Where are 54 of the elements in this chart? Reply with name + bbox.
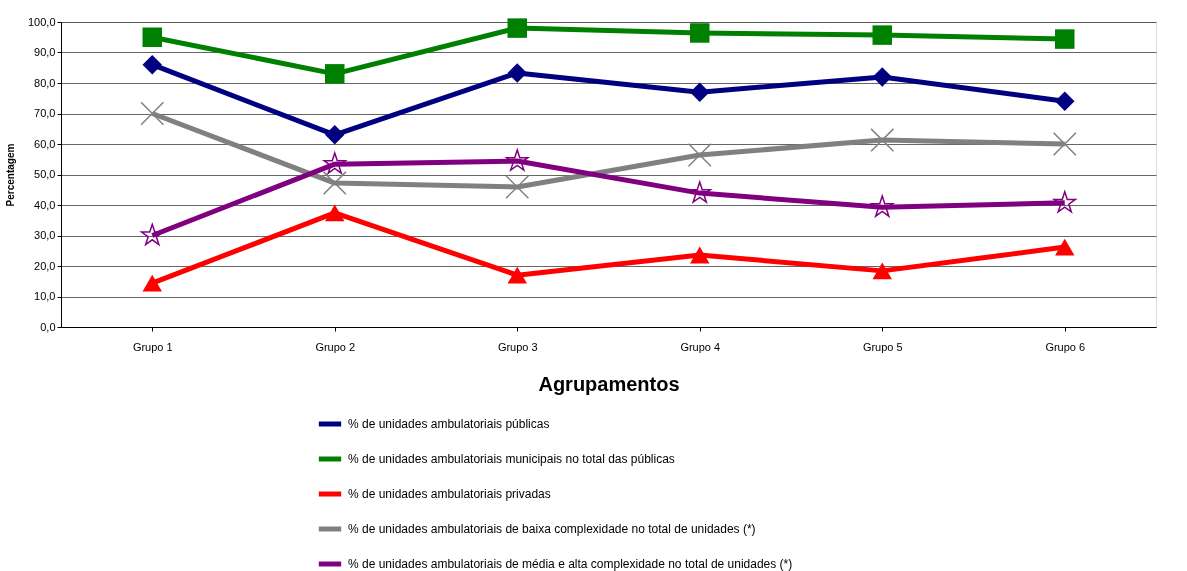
- point: [1055, 29, 1075, 49]
- y-tick-label: 50,0: [34, 168, 56, 180]
- point: [140, 101, 165, 126]
- x-tick-label: Grupo 2: [315, 340, 356, 353]
- x-tick-label: Grupo 1: [132, 340, 173, 353]
- y-tick-label: 30,0: [34, 229, 56, 241]
- x-tick-label: Grupo 6: [1045, 340, 1086, 353]
- point: [142, 27, 162, 47]
- point: [1055, 91, 1075, 112]
- point: [690, 246, 710, 264]
- point: [688, 181, 712, 203]
- point: [505, 175, 530, 199]
- point: [1053, 190, 1077, 213]
- y-tick-label: 0,0: [40, 320, 56, 333]
- x-tick-label: Grupo 4: [680, 340, 721, 353]
- point: [690, 82, 710, 102]
- point: [142, 274, 162, 292]
- point: [140, 223, 164, 246]
- point: [507, 63, 527, 83]
- legend-label: % de unidades ambulatoriais privadas: [348, 487, 551, 501]
- point: [322, 171, 347, 195]
- point: [870, 195, 894, 217]
- point: [325, 125, 345, 145]
- point: [687, 143, 712, 167]
- point: [872, 262, 892, 280]
- y-tick-label: 20,0: [34, 259, 56, 272]
- point: [142, 54, 162, 75]
- y-tick-label: 80,0: [34, 76, 56, 89]
- point: [690, 23, 710, 43]
- point: [507, 18, 527, 38]
- point: [1052, 132, 1077, 156]
- y-tick-label: 40,0: [34, 198, 56, 211]
- legend-label: % de unidades ambulatoriais municipais no total das públicas: [348, 452, 675, 466]
- y-tick-label: 70,0: [34, 107, 56, 119]
- point: [1055, 238, 1075, 256]
- point: [505, 149, 529, 171]
- point: [870, 128, 895, 152]
- y-tick-label: 90,0: [34, 46, 56, 58]
- x-tick-label: Grupo 5: [862, 340, 903, 353]
- legend-label: % de unidades ambulatoriais públicas: [348, 417, 550, 431]
- y-axis-title: Percentagem: [4, 143, 16, 207]
- y-tick-label: 100,0: [27, 15, 56, 28]
- point: [872, 25, 892, 45]
- x-tick-label: Grupo 3: [497, 340, 538, 353]
- point: [872, 67, 892, 87]
- y-tick-label: 60,0: [34, 137, 56, 150]
- point: [325, 204, 345, 222]
- point: [507, 266, 527, 284]
- legend-label: % de unidades ambulatoriais de baixa complexidade no total de unidades (*): [348, 522, 756, 536]
- point: [323, 152, 347, 174]
- legend-label: % de unidades ambulatoriais de média e alta complexidade no total de unidades (*): [348, 557, 793, 571]
- point: [325, 64, 345, 84]
- x-axis-title: Agrupamentos: [538, 372, 680, 395]
- y-tick-label: 10,0: [34, 290, 56, 302]
